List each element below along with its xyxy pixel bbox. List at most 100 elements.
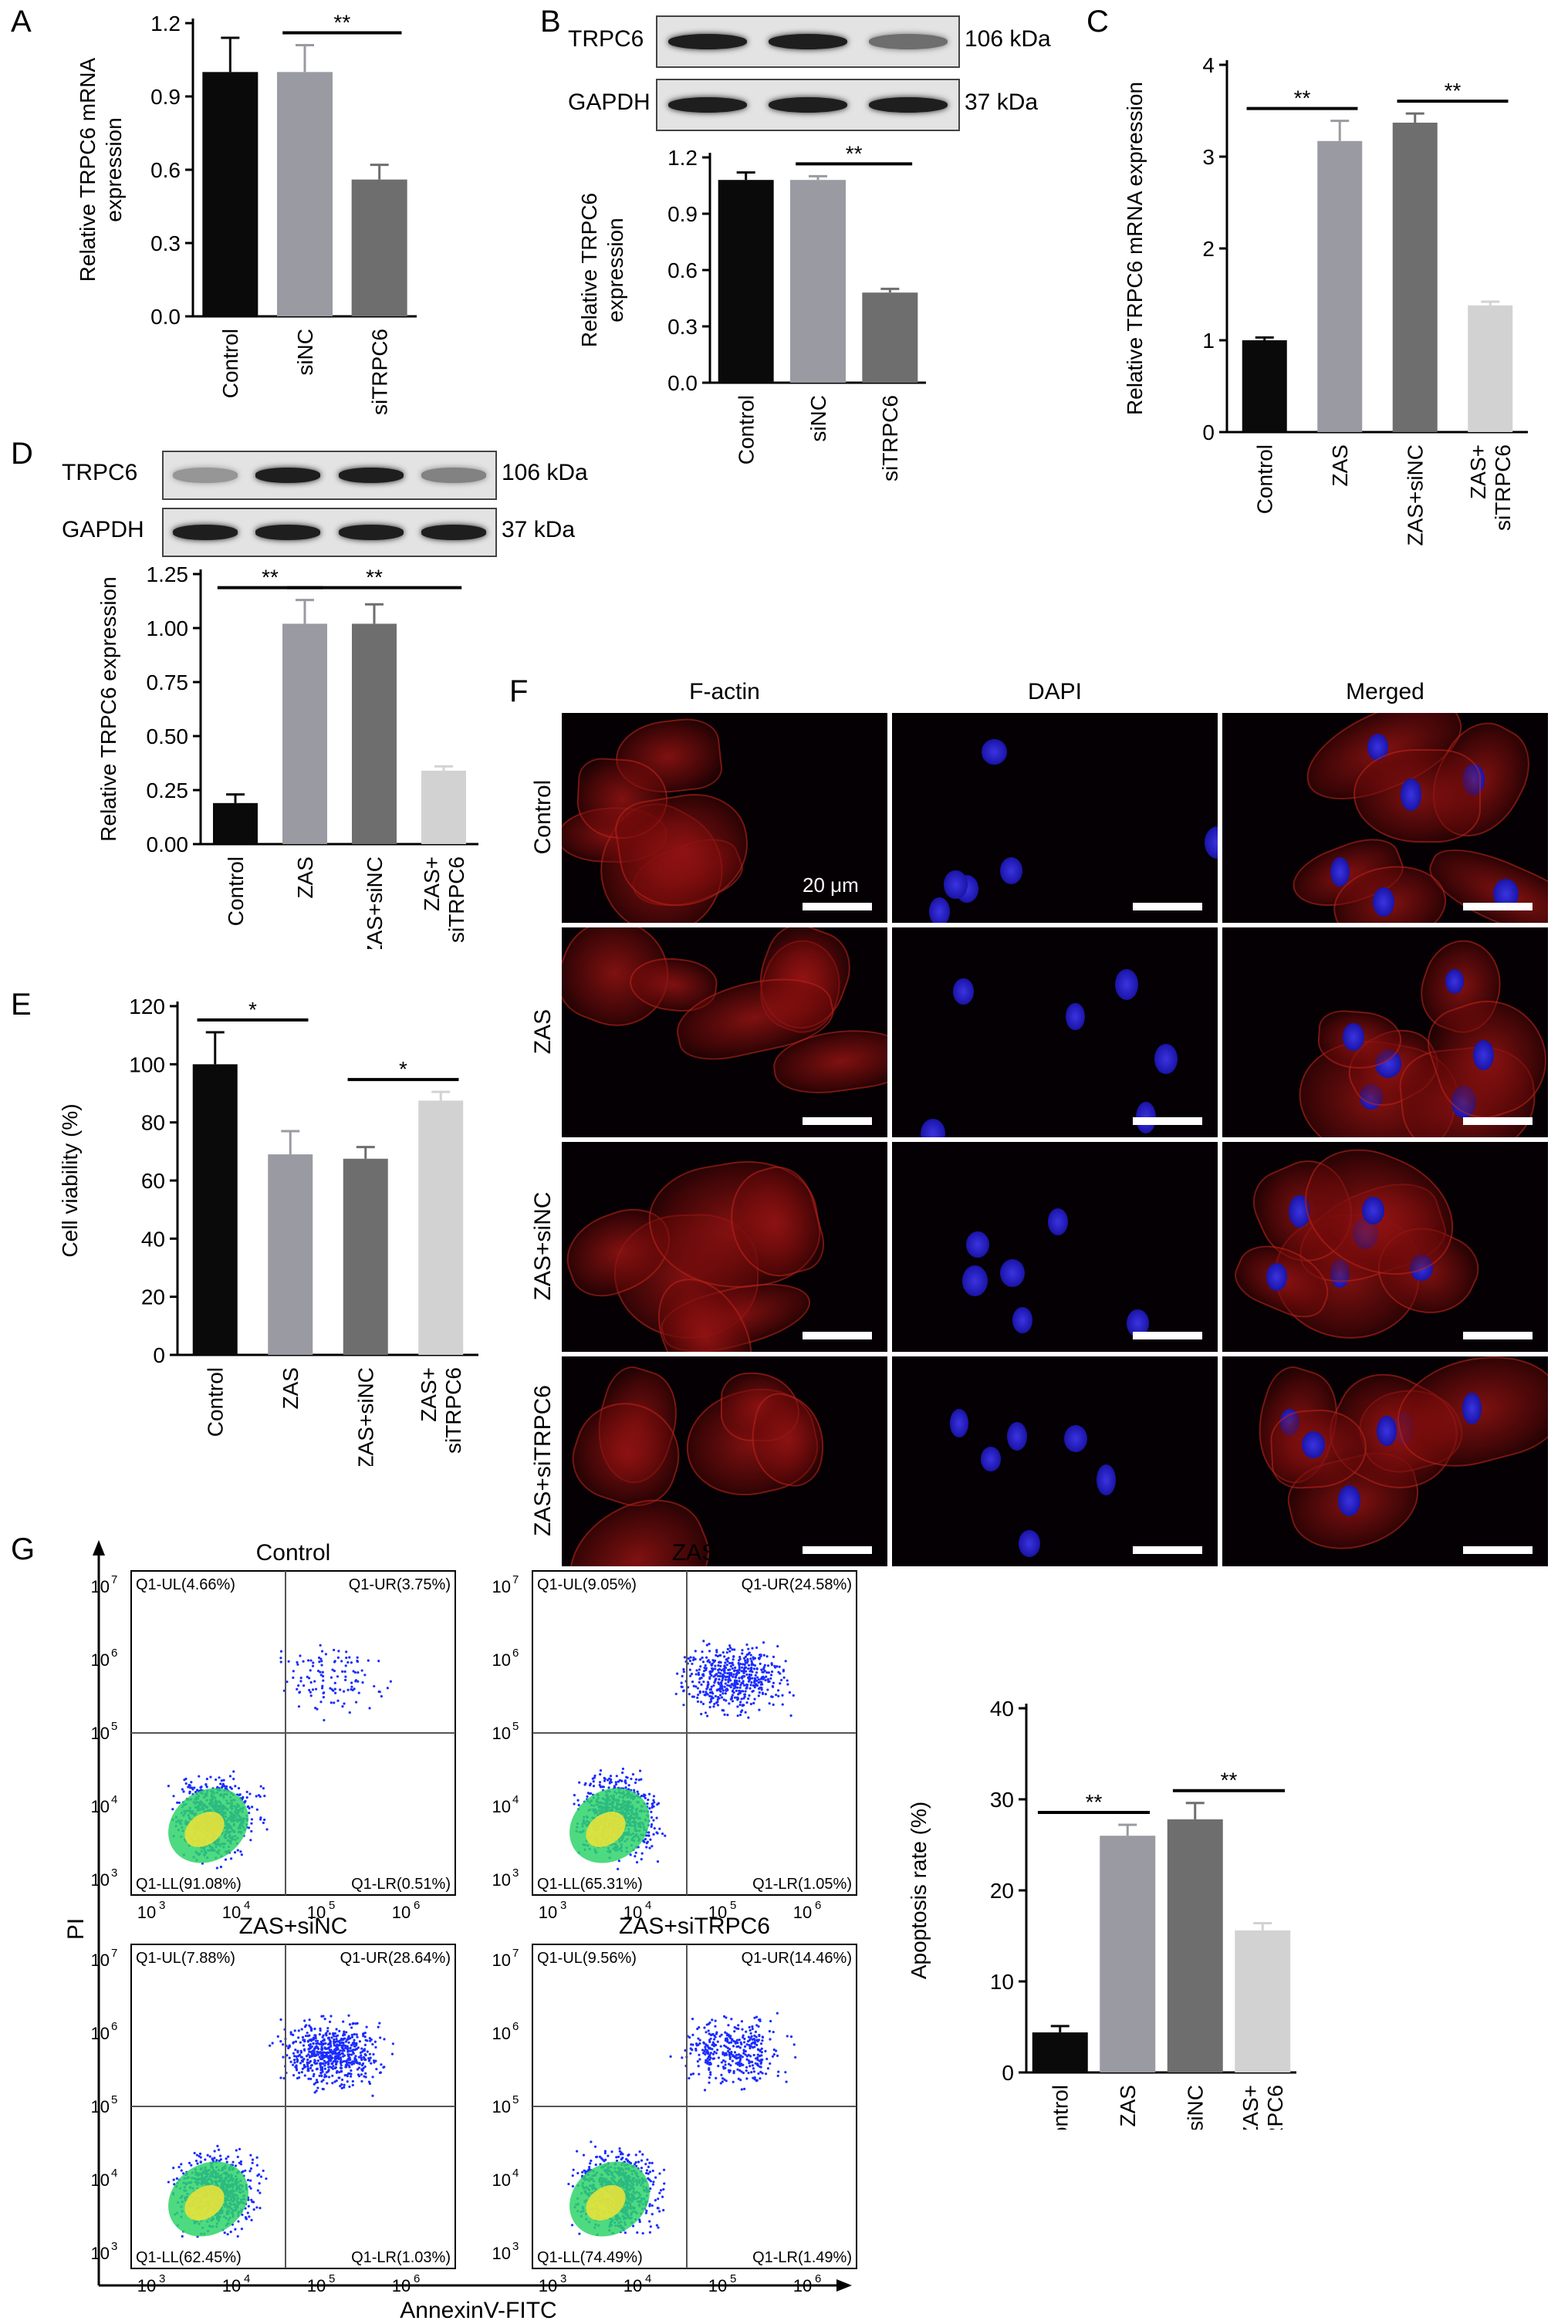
flow-event — [708, 2081, 711, 2084]
flow-event — [588, 2167, 591, 2170]
flow-event — [303, 2025, 307, 2028]
flow-event — [332, 2033, 335, 2036]
flow-quadrant-ul: Q1-UL(9.56%) — [537, 1950, 637, 1967]
flow-quadrant-lr: Q1-LR(0.51%) — [351, 1876, 451, 1893]
flow-event — [218, 1776, 221, 1779]
bar — [1392, 122, 1438, 432]
flow-event — [313, 2051, 316, 2055]
flow-event — [735, 2039, 739, 2042]
flow-event — [581, 2170, 584, 2174]
flow-event — [297, 2029, 300, 2032]
scale-bar — [1463, 903, 1533, 910]
flow-event — [204, 2158, 207, 2161]
flow-event — [296, 1687, 299, 1691]
flow-event — [728, 1661, 732, 1665]
flow-event — [343, 2030, 346, 2033]
flow-event — [339, 2042, 342, 2045]
flow-event — [723, 1685, 726, 1688]
flow-event — [704, 1711, 708, 1714]
flow-event — [651, 2213, 654, 2216]
flow-event — [701, 2049, 705, 2052]
flow-event — [320, 2043, 323, 2046]
category-label: ZAS+ siTRPC6 — [417, 1367, 465, 1454]
flow-event — [756, 1676, 759, 1679]
flow-event — [219, 1782, 222, 1785]
flow-event — [349, 2075, 353, 2078]
flow-event — [342, 2048, 345, 2051]
flow-event — [734, 1686, 737, 1689]
flow-event — [721, 2080, 724, 2083]
flow-event — [608, 1777, 611, 1780]
category-label: ZAS+ siTRPC6 — [1239, 2085, 1287, 2130]
flow-event — [320, 1650, 324, 1653]
flow-event — [578, 1781, 581, 1784]
flow-event — [333, 2080, 336, 2083]
flow-event — [753, 1657, 757, 1660]
flow-event — [252, 2208, 255, 2211]
flow-event — [177, 1801, 181, 1805]
flow-event — [176, 1801, 179, 1804]
flow-event — [749, 2037, 752, 2040]
flow-event — [336, 1656, 340, 1659]
flow-event — [357, 2055, 360, 2059]
flow-event — [615, 1775, 618, 1778]
flow-event — [658, 2172, 661, 2175]
flow-event — [764, 1692, 767, 1696]
flow-event — [642, 1839, 645, 1843]
flow-event — [638, 2220, 641, 2224]
flow-event — [346, 2037, 350, 2040]
flow-event — [329, 1687, 332, 1690]
microscopy-column-title: Merged — [1346, 679, 1424, 704]
flow-event — [322, 1691, 325, 1695]
flow-event — [724, 1682, 727, 1685]
flow-event — [723, 2044, 726, 2047]
flow-event — [208, 2155, 211, 2158]
flow-event — [367, 2057, 370, 2060]
flow-event — [645, 2209, 648, 2212]
flow-event — [645, 1846, 648, 1849]
flow-event — [745, 1643, 749, 1647]
cell-nucleus — [1048, 1208, 1069, 1235]
flow-y-tick-exp: 6 — [512, 2020, 519, 2033]
flow-event — [374, 2045, 377, 2049]
flow-event — [749, 1702, 752, 1706]
y-tick-label: 1.25 — [147, 562, 189, 586]
flow-event — [718, 1653, 721, 1657]
flow-event — [306, 2053, 310, 2056]
blot-row-label: TRPC6 — [568, 26, 644, 52]
y-tick-label: 120 — [129, 995, 165, 1018]
flow-event — [292, 1670, 295, 1673]
flow-event — [765, 1655, 769, 1658]
flow-event — [752, 2070, 756, 2073]
category-text: ZAS — [1328, 444, 1352, 486]
flow-event — [757, 1687, 761, 1691]
flow-event — [719, 1690, 722, 1693]
category-label: siTRPC6 — [878, 395, 902, 481]
flow-event — [705, 1643, 708, 1647]
flow-event — [218, 2159, 221, 2163]
flow-event — [339, 2085, 342, 2088]
flow-y-tick: 10 — [91, 2170, 110, 2190]
flow-event — [755, 2079, 758, 2082]
flow-event — [731, 1700, 735, 1703]
flow-event — [234, 1785, 237, 1788]
flow-event — [715, 2031, 718, 2034]
flow-event — [342, 2055, 345, 2058]
flow-event — [729, 2041, 733, 2044]
flow-event — [714, 1674, 717, 1677]
flow-event — [320, 1664, 323, 1667]
flow-event — [329, 2051, 332, 2054]
flow-event — [735, 2056, 738, 2059]
flow-event — [747, 1664, 751, 1667]
flow-event — [347, 2064, 350, 2067]
flow-quadrant-lr: Q1-LR(1.05%) — [752, 1876, 852, 1893]
flow-event — [634, 2163, 637, 2166]
bar — [1100, 1836, 1156, 2072]
flow-event — [380, 1694, 383, 1698]
flow-event — [747, 1667, 750, 1670]
flow-event — [731, 1694, 735, 1697]
flow-event — [695, 1669, 698, 1672]
bar — [790, 180, 846, 383]
flow-event — [705, 1667, 708, 1670]
flow-event — [380, 2063, 383, 2066]
